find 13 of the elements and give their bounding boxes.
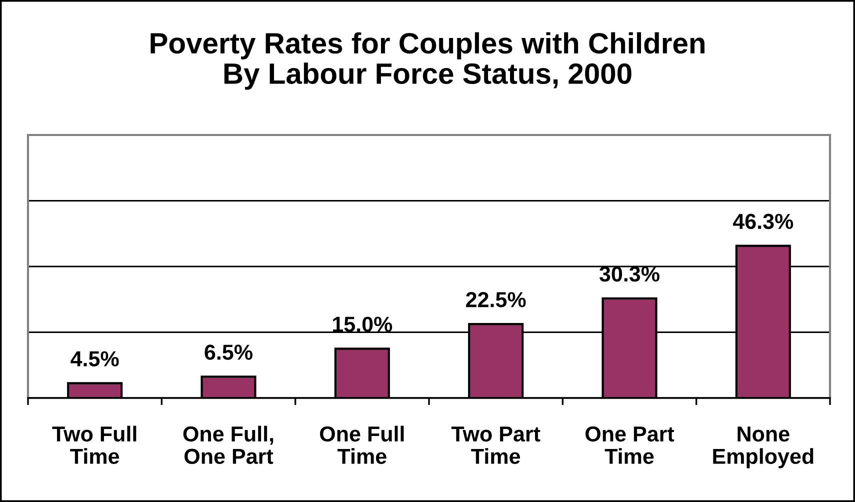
data-label: 30.3% xyxy=(599,266,660,282)
x-tick-label: Two Full Time xyxy=(52,426,136,464)
x-tick-label: One Full Time xyxy=(320,426,404,464)
x-tick-label: Two Part Time xyxy=(451,426,540,464)
x-tick-label: One Full, One Part xyxy=(183,426,274,464)
data-label: 22.5% xyxy=(466,292,526,308)
data-label: 46.3% xyxy=(732,214,794,230)
data-label: 6.5% xyxy=(204,344,252,360)
x-tick-label: None Employed xyxy=(713,426,814,468)
data-label: 15.0% xyxy=(333,316,392,332)
x-tick-label: One Part Time xyxy=(586,426,674,464)
chart-title: Poverty Rates for Couples with Children By Labour Force Status, 2000 xyxy=(150,32,704,90)
data-label: 4.5% xyxy=(70,351,119,366)
